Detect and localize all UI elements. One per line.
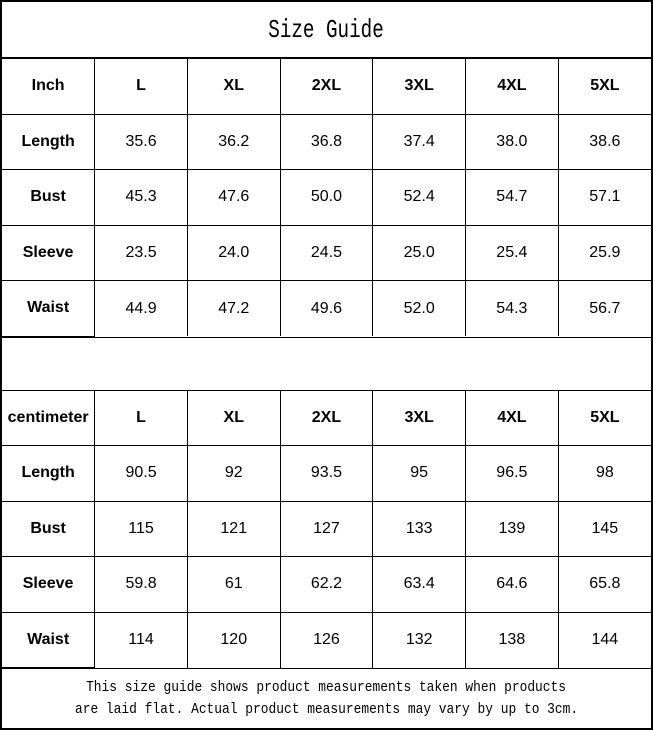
size-value-cell: 65.8: [557, 556, 651, 613]
size-value-cell: 93.5: [279, 445, 374, 502]
size-value-cell: 57.1: [557, 169, 651, 226]
unit-header-centimeter: centimeter: [2, 390, 96, 446]
blank-spacer-row: [2, 336, 651, 391]
row-label: Waist: [2, 280, 96, 337]
size-value-cell: 145: [557, 500, 651, 557]
size-value-cell: 144: [557, 611, 651, 668]
column-header: 2XL: [279, 390, 374, 446]
size-value-cell: 25.4: [465, 224, 559, 281]
size-value-cell: 49.6: [279, 280, 374, 336]
size-value-cell: 63.4: [372, 556, 467, 613]
table-row: Waist 114 120 126 132 138 144: [2, 611, 651, 668]
size-value-cell: 37.4: [372, 113, 467, 170]
size-value-cell: 96.5: [465, 445, 559, 502]
column-header: 5XL: [557, 59, 651, 115]
table-row: Waist 44.9 47.2 49.6 52.0 54.3 56.7: [2, 280, 651, 337]
column-header: L: [94, 59, 188, 115]
size-value-cell: 115: [94, 500, 188, 557]
size-value-cell: 50.0: [279, 169, 374, 226]
size-value-cell: 23.5: [94, 224, 188, 281]
centimeter-size-table: centimeter L XL 2XL 3XL 4XL 5XL Length 9…: [2, 390, 651, 669]
table-row: Length 35.6 36.2 36.8 37.4 38.0 38.6: [2, 113, 651, 170]
size-value-cell: 25.0: [372, 224, 467, 281]
column-header: XL: [186, 390, 281, 446]
size-value-cell: 139: [465, 500, 559, 557]
size-value-cell: 114: [94, 611, 188, 668]
size-value-cell: 92: [186, 445, 281, 502]
size-value-cell: 52.0: [372, 280, 467, 336]
size-value-cell: 64.6: [465, 556, 559, 613]
table-row: Sleeve 23.5 24.0 24.5 25.0 25.4 25.9: [2, 224, 651, 281]
row-label: Sleeve: [2, 556, 96, 613]
size-value-cell: 38.0: [465, 113, 559, 170]
table-header-row: centimeter L XL 2XL 3XL 4XL 5XL: [2, 390, 651, 446]
column-header: 3XL: [372, 390, 467, 446]
page-title: Size Guide: [268, 14, 385, 45]
row-label: Length: [2, 113, 96, 170]
size-value-cell: 44.9: [94, 280, 188, 336]
column-header: L: [94, 390, 188, 446]
table-row: Bust 115 121 127 133 139 145: [2, 500, 651, 557]
size-value-cell: 121: [186, 500, 281, 557]
size-value-cell: 52.4: [372, 169, 467, 226]
column-header: XL: [186, 59, 281, 115]
size-value-cell: 127: [279, 500, 374, 557]
row-label: Bust: [2, 169, 96, 226]
size-guide-title-row: Size Guide: [2, 2, 651, 59]
column-header: 2XL: [279, 59, 374, 115]
size-value-cell: 95: [372, 445, 467, 502]
size-value-cell: 120: [186, 611, 281, 668]
size-value-cell: 45.3: [94, 169, 188, 226]
size-value-cell: 24.5: [279, 224, 374, 281]
table-header-row: Inch L XL 2XL 3XL 4XL 5XL: [2, 59, 651, 115]
size-value-cell: 54.3: [465, 280, 559, 336]
column-header: 3XL: [372, 59, 467, 115]
size-value-cell: 61: [186, 556, 281, 613]
size-value-cell: 54.7: [465, 169, 559, 226]
size-value-cell: 59.8: [94, 556, 188, 613]
size-value-cell: 138: [465, 611, 559, 668]
size-value-cell: 36.2: [186, 113, 281, 170]
row-label: Bust: [2, 500, 96, 557]
size-value-cell: 24.0: [186, 224, 281, 281]
unit-header-inch: Inch: [2, 59, 96, 115]
size-value-cell: 38.6: [557, 113, 651, 170]
row-label: Length: [2, 445, 96, 502]
measurement-disclaimer: This size guide shows product measuremen…: [2, 668, 651, 728]
column-header: 4XL: [465, 390, 559, 446]
column-header: 5XL: [557, 390, 651, 446]
disclaimer-line-2: are laid flat. Actual product measuremen…: [74, 700, 579, 718]
size-value-cell: 62.2: [279, 556, 374, 613]
row-label: Sleeve: [2, 224, 96, 281]
size-value-cell: 36.8: [279, 113, 374, 170]
size-value-cell: 126: [279, 611, 374, 668]
size-value-cell: 47.2: [186, 280, 281, 336]
size-value-cell: 98: [557, 445, 651, 502]
column-header: 4XL: [465, 59, 559, 115]
size-value-cell: 35.6: [94, 113, 188, 170]
size-value-cell: 90.5: [94, 445, 188, 502]
table-row: Length 90.5 92 93.5 95 96.5 98: [2, 445, 651, 502]
inch-size-table: Inch L XL 2XL 3XL 4XL 5XL Length 35.6 36…: [2, 59, 651, 337]
row-label: Waist: [2, 611, 96, 668]
size-value-cell: 47.6: [186, 169, 281, 226]
table-row: Sleeve 59.8 61 62.2 63.4 64.6 65.8: [2, 556, 651, 613]
size-value-cell: 25.9: [557, 224, 651, 281]
size-value-cell: 56.7: [557, 280, 651, 336]
disclaimer-line-1: This size guide shows product measuremen…: [86, 679, 567, 697]
size-value-cell: 132: [372, 611, 467, 668]
size-value-cell: 133: [372, 500, 467, 557]
table-row: Bust 45.3 47.6 50.0 52.4 54.7 57.1: [2, 169, 651, 226]
